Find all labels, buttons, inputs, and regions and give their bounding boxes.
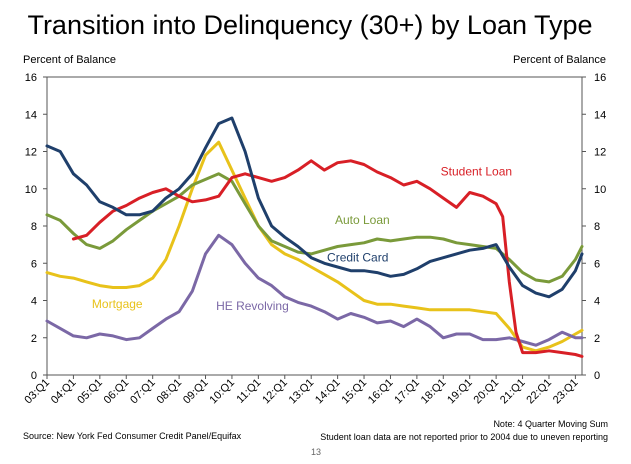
x-tick-label: 21:Q1 (498, 377, 528, 407)
x-tick-label: 04:Q1 (49, 377, 79, 407)
credit-card-label: Credit Card (327, 250, 388, 264)
x-tick-label: 20:Q1 (472, 377, 502, 407)
x-ticks: 03:Q104:Q105:Q106:Q107:Q108:Q109:Q110:Q1… (22, 375, 581, 407)
y-tick-label-right: 8 (594, 221, 600, 233)
y-tick-label-left: 0 (31, 370, 37, 382)
y-tick-label-left: 16 (25, 72, 37, 84)
y-tick-label-left: 14 (25, 109, 37, 121)
y-tick-label-right: 6 (594, 258, 600, 270)
x-tick-label: 14:Q1 (313, 377, 343, 407)
x-tick-label: 19:Q1 (445, 377, 475, 407)
mortgage-label: Mortgage (92, 297, 143, 311)
x-tick-label: 03:Q1 (22, 377, 52, 407)
series-labels: Student Loan Auto Loan Credit Card Mortgage… (92, 165, 512, 313)
source-note: Source: New York Fed Consumer Credit Pan… (23, 431, 242, 441)
x-tick-label: 13:Q1 (287, 377, 317, 407)
y-tick-label-left: 2 (31, 333, 37, 345)
moving-sum-note: Note: 4 Quarter Moving Sum (493, 419, 608, 429)
student-loan-line (71, 159, 584, 358)
x-tick-label: 12:Q1 (260, 377, 290, 407)
y-tick-label-right: 12 (594, 147, 606, 159)
x-tick-label: 07:Q1 (128, 377, 158, 407)
x-tick-label: 18:Q1 (419, 377, 449, 407)
y-tick-label-left: 8 (31, 221, 37, 233)
y-tick-label-left: 6 (31, 258, 37, 270)
student-loan-note: Student loan data are not reported prior… (320, 432, 608, 442)
x-tick-label: 23:Q1 (551, 377, 581, 407)
y-tick-label-right: 10 (594, 184, 606, 196)
y-tick-label-left: 12 (25, 147, 37, 159)
auto-loan-line (45, 172, 584, 284)
page-number: 13 (311, 447, 321, 457)
y-tick-label-right: 0 (594, 370, 600, 382)
y-axis-label-left: Percent of Balance (23, 54, 116, 66)
mortgage-line (45, 140, 584, 353)
x-tick-label: 11:Q1 (234, 377, 263, 406)
credit-card-line (45, 116, 584, 299)
x-tick-label: 08:Q1 (155, 377, 185, 407)
auto-loan-label: Auto Loan (335, 213, 390, 227)
chart-title: Transition into Delinquency (30+) by Loa… (27, 10, 592, 40)
he-revolving-label: HE Revolving (216, 299, 289, 313)
x-tick-label: 15:Q1 (339, 377, 369, 407)
y-axis-label-right: Percent of Balance (513, 54, 606, 66)
x-tick-label: 09:Q1 (181, 377, 211, 407)
he-revolving-line (45, 233, 584, 347)
x-tick-label: 16:Q1 (366, 377, 396, 407)
y-tick-label-left: 4 (31, 296, 37, 308)
x-tick-label: 10:Q1 (207, 377, 237, 407)
y-tick-label-right: 14 (594, 109, 606, 121)
x-tick-label: 22:Q1 (524, 377, 554, 407)
plot-frame (46, 76, 583, 376)
student-loan-label: Student Loan (441, 165, 512, 179)
y-ticks-left: 0 2 4 6 8 10 12 14 16 (25, 72, 47, 382)
y-tick-label-right: 4 (594, 296, 600, 308)
series-lines (45, 116, 584, 358)
y-ticks-right: 0 2 4 6 8 10 12 14 16 (582, 72, 606, 382)
x-tick-label: 06:Q1 (102, 377, 132, 407)
x-tick-label: 05:Q1 (75, 377, 105, 407)
y-tick-label-right: 2 (594, 333, 600, 345)
y-tick-label-right: 16 (594, 72, 606, 84)
y-tick-label-left: 10 (25, 184, 37, 196)
x-tick-label: 17:Q1 (392, 377, 422, 407)
